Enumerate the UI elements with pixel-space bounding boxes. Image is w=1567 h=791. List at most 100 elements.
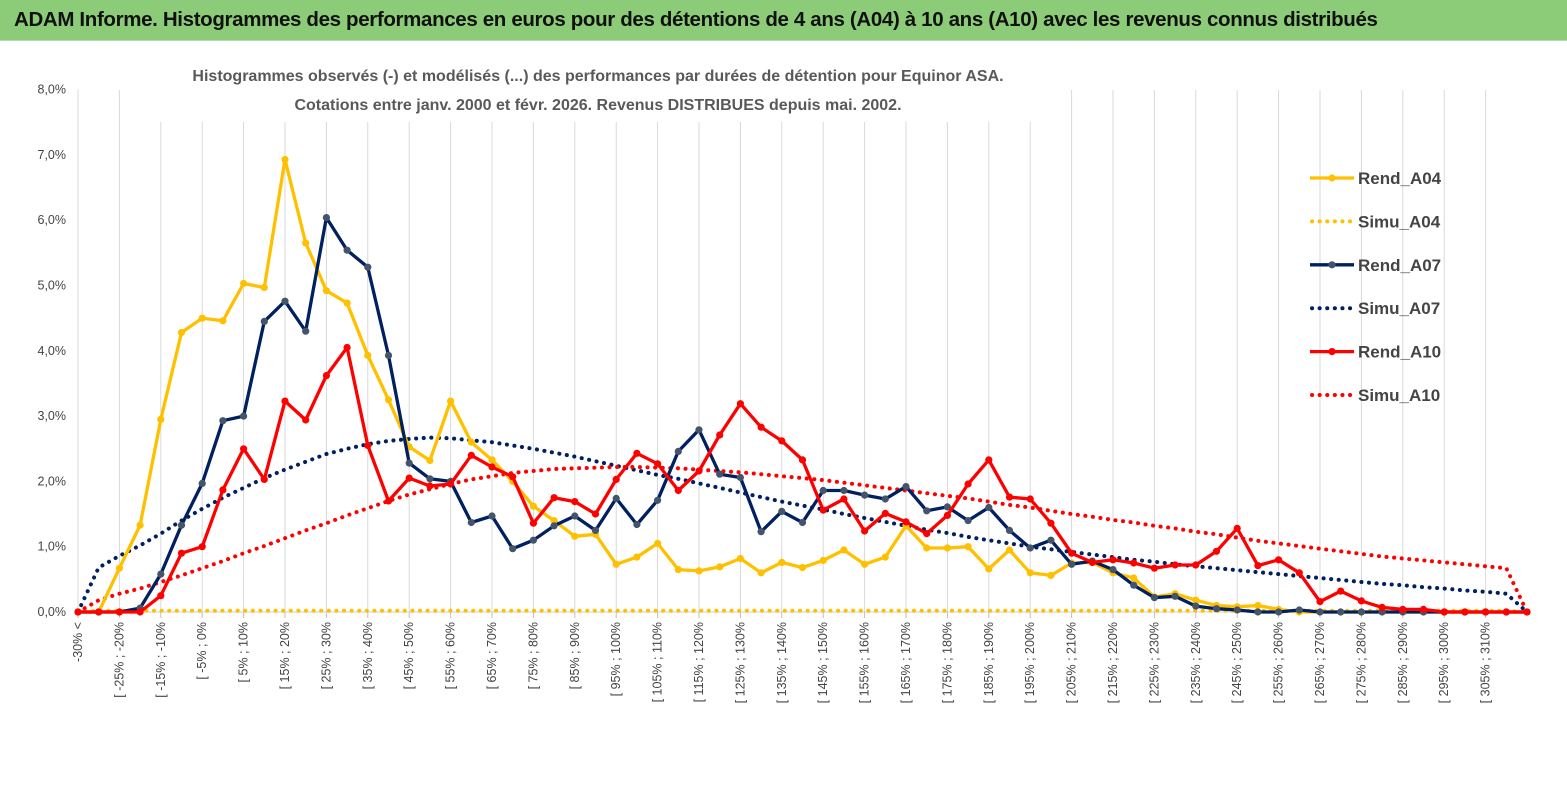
legend-marker-rend-a04 <box>1328 174 1336 182</box>
data-point-rend-a04 <box>240 279 248 288</box>
y-tick-label: 2,0% <box>38 474 67 488</box>
y-tick-label: 0,0% <box>38 605 67 619</box>
data-point-rend-a10 <box>757 423 765 431</box>
data-point-rend-a07 <box>177 521 186 529</box>
data-point-rend-a10 <box>819 506 827 514</box>
data-point-rend-a07 <box>1171 592 1179 600</box>
data-point-rend-a10 <box>447 480 455 488</box>
data-point-rend-a07 <box>1275 608 1283 616</box>
x-tick-label: [ 65% ; 70% <box>485 622 499 689</box>
data-point-rend-a07 <box>902 483 910 491</box>
data-point-rend-a07 <box>1357 608 1365 616</box>
data-point-rend-a10 <box>1337 587 1345 595</box>
data-point-rend-a07 <box>881 495 889 503</box>
data-point-rend-a10 <box>1254 562 1262 570</box>
legend-marker-rend-a07 <box>1328 261 1336 269</box>
data-point-rend-a07 <box>198 479 206 487</box>
data-point-rend-a04 <box>798 564 807 572</box>
data-point-rend-a10 <box>1419 605 1428 614</box>
data-point-rend-a04 <box>923 544 931 552</box>
data-point-rend-a10 <box>157 592 165 600</box>
data-point-rend-a04 <box>736 554 745 563</box>
data-point-rend-a10 <box>467 451 475 459</box>
data-point-rend-a10 <box>177 549 186 557</box>
legend-label-simu-a04: Simu_A04 <box>1358 212 1441 231</box>
data-point-rend-a10 <box>198 543 206 551</box>
x-tick-label: [ 235% ; 240% <box>1189 622 1203 703</box>
data-point-rend-a04 <box>529 502 538 510</box>
data-point-rend-a07 <box>1316 608 1324 616</box>
data-point-rend-a04 <box>778 558 786 567</box>
data-point-rend-a10 <box>1316 598 1324 606</box>
data-point-rend-a04 <box>426 456 434 465</box>
legend-label-simu-a07: Simu_A07 <box>1358 299 1440 318</box>
data-point-rend-a10 <box>695 467 703 475</box>
data-point-rend-a10 <box>943 511 952 519</box>
data-point-rend-a04 <box>260 283 268 292</box>
data-point-rend-a04 <box>1026 569 1034 577</box>
data-point-rend-a07 <box>985 503 993 512</box>
data-point-rend-a04 <box>943 544 952 552</box>
data-point-rend-a10 <box>1150 564 1158 572</box>
data-point-rend-a04 <box>695 567 703 575</box>
data-point-rend-a07 <box>1068 560 1076 568</box>
legend-marker-rend-a10 <box>1328 348 1336 356</box>
data-point-rend-a07 <box>591 526 600 535</box>
data-point-rend-a04 <box>612 560 620 568</box>
x-tick-label: [ 45% ; 50% <box>402 622 416 689</box>
x-tick-label: [ 285% ; 290% <box>1396 622 1410 703</box>
data-point-rend-a07 <box>1005 526 1014 535</box>
data-point-rend-a10 <box>343 343 351 352</box>
data-point-rend-a07 <box>1212 605 1221 613</box>
data-point-rend-a07 <box>633 520 641 529</box>
x-tick-label: [ 185% ; 190% <box>982 622 996 703</box>
data-point-rend-a07 <box>1130 581 1138 589</box>
data-point-rend-a04 <box>819 556 827 565</box>
data-point-rend-a10 <box>633 449 641 457</box>
data-point-rend-a04 <box>1130 574 1138 582</box>
data-point-rend-a10 <box>1399 605 1407 614</box>
data-point-rend-a04 <box>633 553 641 561</box>
data-point-rend-a07 <box>405 459 413 467</box>
data-point-rend-a10 <box>1026 495 1034 503</box>
data-point-rend-a04 <box>219 317 227 325</box>
x-tick-label: [ -25% ; -20% <box>112 622 126 698</box>
data-point-rend-a07 <box>302 327 310 335</box>
data-point-rend-a07 <box>219 417 227 425</box>
data-point-rend-a04 <box>861 560 869 568</box>
data-point-rend-a07 <box>654 496 662 504</box>
data-point-rend-a07 <box>240 412 248 420</box>
data-point-rend-a10 <box>1233 524 1241 533</box>
data-point-rend-a07 <box>1254 608 1262 616</box>
data-point-rend-a07 <box>1047 536 1055 544</box>
data-point-rend-a07 <box>612 494 620 502</box>
data-point-rend-a04 <box>384 396 393 404</box>
data-point-rend-a07 <box>1295 606 1303 614</box>
data-point-rend-a07 <box>716 470 724 478</box>
data-point-rend-a04 <box>198 314 206 322</box>
data-point-rend-a07 <box>840 486 848 495</box>
data-point-rend-a04 <box>550 517 558 525</box>
x-tick-label: [ 255% ; 260% <box>1272 622 1286 703</box>
x-tick-label: [ 175% ; 180% <box>940 622 954 703</box>
data-point-rend-a10 <box>571 498 579 506</box>
data-point-rend-a10 <box>136 608 144 616</box>
data-point-rend-a04 <box>447 397 455 405</box>
x-tick-label: [ 265% ; 270% <box>1313 622 1327 703</box>
data-point-rend-a07 <box>736 473 745 482</box>
data-point-rend-a10 <box>1357 597 1365 605</box>
data-point-rend-a10 <box>798 456 807 464</box>
chart-title-line-2: Cotations entre janv. 2000 et févr. 2026… <box>294 97 901 114</box>
x-tick-label: [ -15% ; -10% <box>154 622 168 698</box>
x-tick-label: [ 95% ; 100% <box>609 622 623 696</box>
data-point-rend-a07 <box>1233 606 1241 614</box>
x-tick-label: [ 215% ; 220% <box>1106 622 1120 703</box>
data-point-rend-a07 <box>322 214 330 222</box>
data-point-rend-a10 <box>302 416 310 424</box>
data-point-rend-a10 <box>1378 603 1386 612</box>
x-tick-label: [ 75% ; 80% <box>526 622 540 689</box>
x-tick-label: [ 85% ; 90% <box>568 622 582 689</box>
data-point-rend-a07 <box>384 351 393 359</box>
series-line-simu-a07 <box>76 435 1529 614</box>
